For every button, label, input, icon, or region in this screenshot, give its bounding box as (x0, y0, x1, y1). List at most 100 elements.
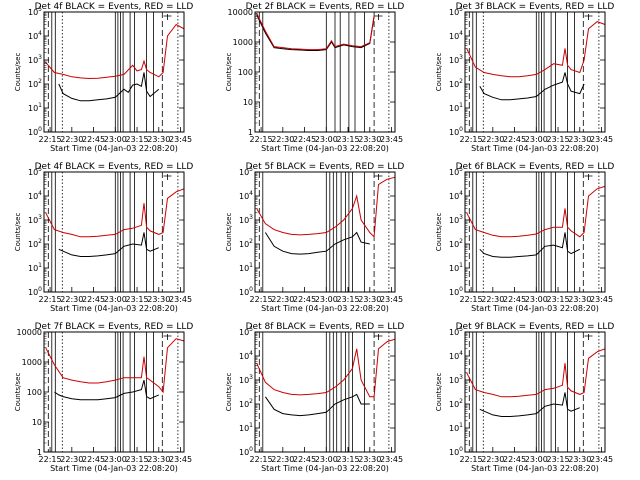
x-tick-label: 22:15 (39, 135, 62, 144)
time-bracket-marker (374, 334, 383, 340)
events-series-line (479, 392, 580, 417)
y-tick-label: 100 (449, 446, 463, 457)
x-tick-label: 22:15 (250, 455, 273, 464)
x-axis-label: Start Time (04-Jan-03 22:08:20) (261, 464, 389, 473)
y-tick-label: 103 (449, 214, 463, 225)
y-tick-label: 104 (28, 30, 42, 41)
events-series-line (256, 14, 375, 51)
time-bracket-marker (163, 14, 172, 20)
plot-frame (464, 171, 606, 293)
y-tick-label: 102 (449, 238, 463, 249)
plot-frame (43, 11, 185, 133)
chart-panel-5: 10010110210310410522:1522:3022:4523:0023… (225, 162, 404, 313)
x-tick-label: 22:30 (271, 455, 294, 464)
chart-panel-1: 10010110210310410522:1522:3022:4523:0023… (14, 2, 193, 153)
x-tick-label: 22:15 (460, 135, 483, 144)
x-tick-label: 23:00 (315, 295, 338, 304)
x-tick-label: 23:15 (337, 135, 360, 144)
lld-series-line (256, 176, 396, 238)
y-axis-label: Counts/sec (14, 213, 22, 252)
y-tick-label: 104 (239, 350, 253, 361)
chart-panel-2: 1 10 100 1000 10000 22:1522:3022:4523:0023:15… (225, 2, 404, 153)
y-tick-label: 101 (239, 422, 253, 433)
y-tick-label: 105 (239, 326, 253, 337)
y-axis-label: Counts/sec (225, 213, 233, 252)
y-axis-label: Counts/sec (435, 53, 443, 92)
x-tick-label: 23:45 (590, 455, 613, 464)
x-tick-label: 22:30 (481, 455, 504, 464)
x-tick-label: 23:45 (169, 135, 192, 144)
lld-series-line (466, 185, 606, 238)
y-tick-label: 100 (449, 126, 463, 137)
x-tick-label: 23:15 (547, 135, 570, 144)
y-tick-label: 102 (449, 78, 463, 89)
y-tick-label: 101 (449, 262, 463, 273)
chart-panel-6: 10010110210310410522:1522:3022:4523:0023… (435, 162, 614, 313)
x-tick-label: 23:15 (126, 455, 149, 464)
lld-series-line (256, 338, 396, 398)
x-tick-label: 23:00 (525, 295, 548, 304)
x-tick-label: 22:15 (39, 455, 62, 464)
y-tick-label: 100 (27, 388, 42, 397)
chart-panel-9: 10010110210310410522:1522:3022:4523:0023… (435, 322, 614, 473)
x-tick-label: 23:45 (169, 455, 192, 464)
x-tick-label: 22:15 (460, 455, 483, 464)
plot-frame (464, 331, 606, 453)
x-tick-label: 22:45 (503, 135, 526, 144)
y-tick-label: 104 (449, 190, 463, 201)
x-tick-label: 23:30 (568, 135, 591, 144)
y-tick-label: 103 (449, 54, 463, 65)
x-tick-label: 22:30 (60, 455, 83, 464)
lld-series-line (466, 348, 606, 398)
panel-title: Det 5f BLACK = Events, RED = LLD (246, 162, 405, 172)
x-tick-label: 23:30 (568, 295, 591, 304)
y-tick-label: 1000 (22, 358, 42, 367)
y-axis-label: Counts/sec (14, 53, 22, 92)
x-tick-label: 22:30 (271, 135, 294, 144)
y-tick-label: 101 (28, 262, 42, 273)
y-tick-label: 105 (449, 6, 463, 17)
y-tick-label: 100 (239, 286, 253, 297)
x-tick-label: 22:15 (250, 295, 273, 304)
panel-title: Det 4f BLACK = Events, RED = LLD (35, 2, 194, 12)
x-tick-label: 23:30 (147, 455, 170, 464)
y-tick-label: 101 (449, 422, 463, 433)
events-series-line (264, 393, 370, 417)
y-tick-label: 10000 (17, 328, 42, 337)
plot-frame (43, 171, 185, 293)
events-series-line (54, 379, 160, 401)
x-tick-label: 23:00 (104, 455, 127, 464)
events-series-line (58, 232, 159, 257)
y-tick-label: 105 (239, 166, 253, 177)
time-bracket-marker (584, 174, 593, 180)
x-tick-label: 22:45 (293, 135, 316, 144)
x-tick-label: 23:45 (380, 295, 403, 304)
time-bracket-marker (374, 174, 383, 180)
x-axis-label: Start Time (04-Jan-03 22:08:20) (261, 144, 389, 153)
x-tick-label: 23:00 (315, 135, 338, 144)
y-tick-label: 10 (32, 418, 42, 427)
x-axis-label: Start Time (04-Jan-03 22:08:20) (471, 144, 599, 153)
time-bracket-marker (163, 334, 172, 340)
x-tick-label: 22:45 (293, 295, 316, 304)
x-axis-label: Start Time (04-Jan-03 22:08:20) (50, 304, 178, 313)
time-bracket-marker (374, 14, 383, 20)
y-tick-label: 10 (243, 98, 253, 107)
panel-title: Det 6f BLACK = Events, RED = LLD (456, 162, 615, 172)
x-axis-label: Start Time (04-Jan-03 22:08:20) (471, 304, 599, 313)
y-tick-label: 1000 (233, 38, 253, 47)
x-tick-label: 22:45 (82, 295, 105, 304)
y-tick-label: 105 (449, 166, 463, 177)
time-bracket-marker (163, 174, 172, 180)
y-tick-label: 101 (239, 262, 253, 273)
x-tick-label: 23:30 (358, 135, 381, 144)
x-tick-label: 23:30 (358, 295, 381, 304)
plot-frame (254, 331, 396, 453)
lld-series-line (466, 21, 606, 78)
chart-panel-7: 1 10 100 1000 10000 22:1522:3022:4523:0023:15… (14, 322, 193, 473)
lld-series-line (45, 23, 185, 80)
x-axis-label: Start Time (04-Jan-03 22:08:20) (50, 144, 178, 153)
lld-series-line (45, 338, 185, 394)
plot-frame (254, 171, 396, 293)
